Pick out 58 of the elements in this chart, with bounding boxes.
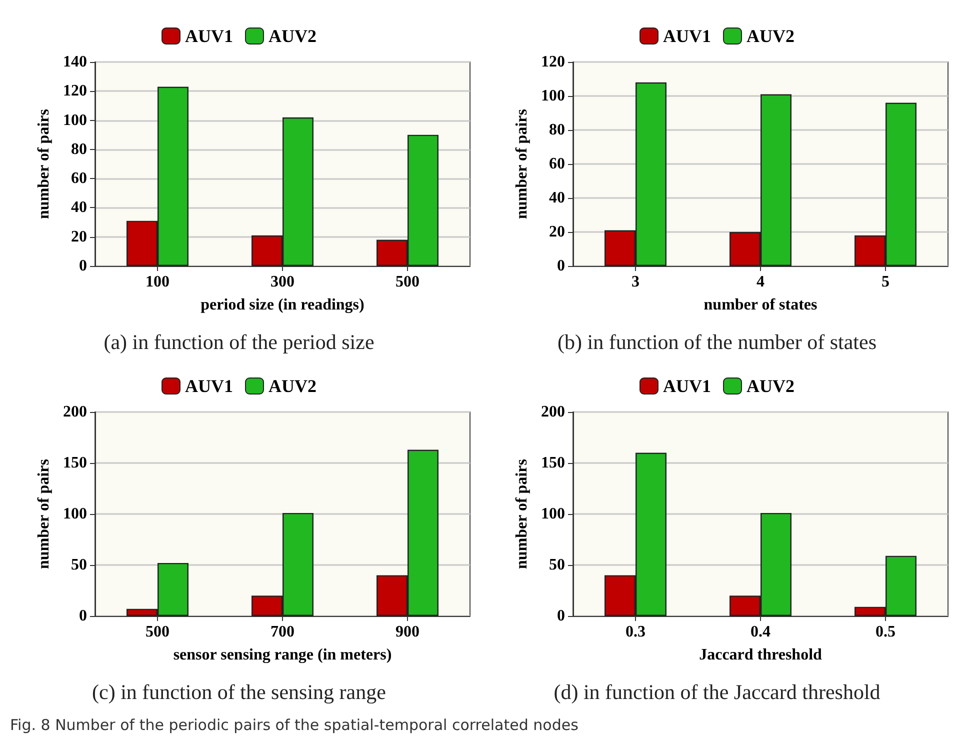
y-tick-label: 0 (79, 258, 87, 274)
y-tick-label: 60 (549, 156, 565, 172)
y-axis-title: number of pairs (514, 109, 531, 219)
y-tick-label: 200 (63, 404, 87, 420)
text: (d) in function of the Jaccard threshold (552, 680, 882, 705)
legend-label: AUV2 (268, 26, 316, 46)
legend-label: AUV1 (185, 376, 234, 396)
x-axis-title: number of states (704, 296, 818, 314)
x-tick-label: 300 (270, 274, 294, 290)
y-tick-label: 140 (63, 54, 87, 70)
legend-label: AUV2 (746, 26, 794, 46)
y-tick-label: 100 (63, 506, 87, 522)
y-tick-label: 50 (549, 556, 565, 574)
x-tick-label: 500 (396, 274, 420, 290)
y-tick-label: 150 (541, 454, 565, 472)
y-tick-label: 20 (71, 228, 87, 246)
y-tick-label: 0 (557, 258, 565, 274)
y-tick-label: 60 (71, 170, 87, 188)
legend-label: AUV2 (746, 376, 794, 396)
y-tick-label: 200 (541, 404, 565, 420)
legend-label: AUV1 (663, 376, 712, 396)
caption: Fig. 8 Number of the periodic pairs of the spatial-temporal correlated nodes (10, 716, 578, 734)
y-tick-label: 0 (557, 608, 565, 624)
y-tick-label: 20 (549, 224, 565, 240)
y-tick-label: 100 (63, 112, 87, 129)
legend-label: AUV1 (663, 26, 712, 46)
y-tick-label: 40 (549, 190, 565, 206)
y-tick-label: 100 (541, 506, 565, 522)
y-axis-title: number of pairs (36, 109, 53, 219)
y-tick-label: 80 (549, 122, 565, 138)
x-tick-label: 700 (270, 624, 294, 640)
text: (a) in function of the period size (102, 330, 376, 355)
y-tick-label: 40 (71, 199, 87, 216)
x-axis-title: period size (in readings) (200, 296, 364, 314)
x-tick-label: 500 (146, 624, 170, 640)
y-tick-label: 80 (71, 140, 87, 158)
x-tick-label: 0.3 (626, 624, 646, 640)
x-axis-title: sensor sensing range (in meters) (173, 646, 392, 664)
y-tick-label: 0 (79, 608, 87, 624)
text: (b) in function of the number of states (556, 330, 878, 355)
y-tick-label: 120 (63, 82, 87, 100)
x-axis-title: Jaccard threshold (699, 646, 822, 664)
y-tick-label: 50 (71, 556, 87, 574)
y-axis-title: number of pairs (36, 459, 53, 569)
y-tick-label: 100 (541, 88, 565, 104)
x-tick-label: 4 (756, 274, 764, 290)
x-tick-label: 100 (146, 274, 170, 290)
x-tick-label: 3 (632, 274, 640, 290)
x-tick-label: 900 (396, 624, 420, 640)
text: (c) in function of the sensing range (91, 680, 387, 705)
legend-label: AUV2 (268, 376, 316, 396)
y-tick-label: 120 (541, 54, 565, 70)
x-tick-label: 0.5 (876, 624, 896, 640)
y-axis-title: number of pairs (514, 459, 531, 569)
x-tick-label: 5 (882, 274, 890, 290)
legend-label: AUV1 (185, 26, 234, 46)
y-tick-label: 150 (63, 454, 87, 472)
x-tick-label: 0.4 (750, 624, 770, 640)
